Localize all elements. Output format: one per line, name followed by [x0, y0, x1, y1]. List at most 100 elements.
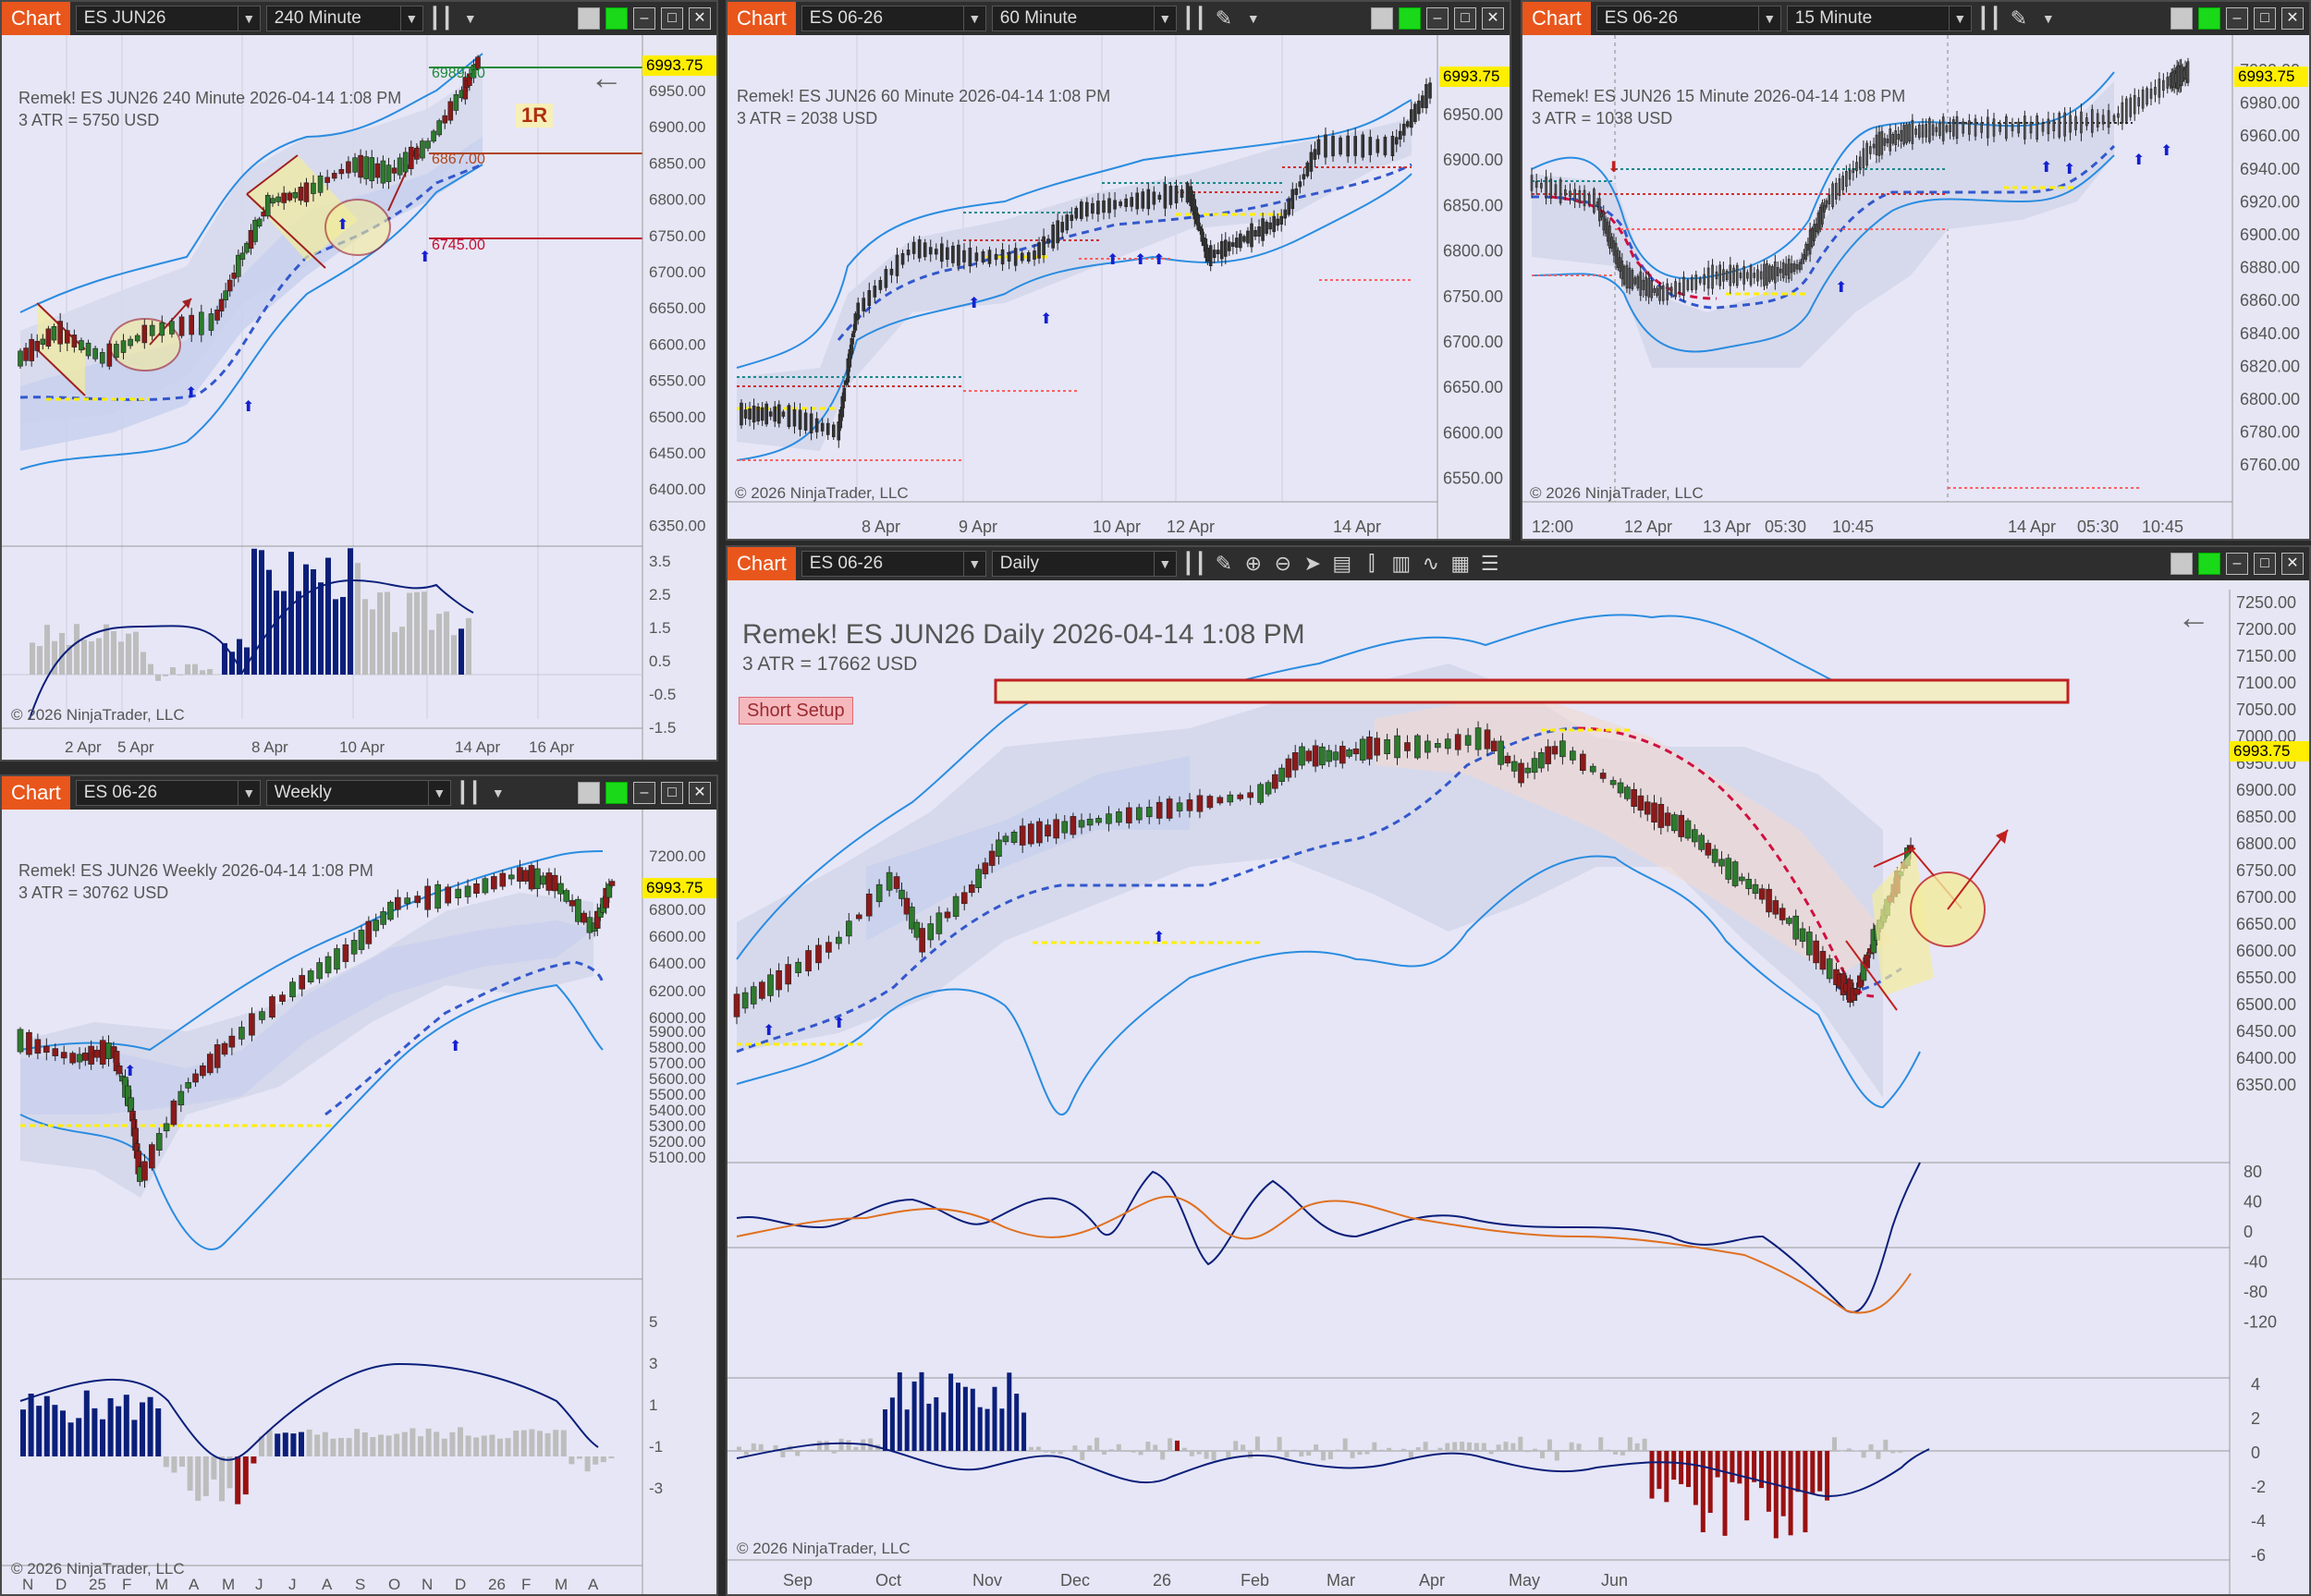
close-icon[interactable]: ✕: [1482, 7, 1504, 30]
data-box-icon[interactable]: ▤: [1332, 552, 1352, 575]
chart-canvas-240[interactable]: ⬆ ⬆ ⬆ ⬆ 6989.00 6867.00 6745.00 6950.00 6900…: [2, 35, 716, 761]
chart-menu-tab[interactable]: Chart: [728, 2, 796, 35]
zoom-out-icon[interactable]: ⊖: [1274, 552, 1292, 575]
chevron-down-icon[interactable]: ▼: [237, 781, 260, 805]
maximize-button[interactable]: □: [661, 782, 683, 804]
chart-plot-area[interactable]: ⬇ ⬆⬆⬆⬆⬆ 7000.006980.006960.006940.006920…: [1522, 35, 2309, 539]
close-icon[interactable]: ✕: [2281, 7, 2304, 30]
candle-body: [1752, 883, 1759, 895]
histogram-bar: [831, 1451, 837, 1454]
minimize-button[interactable]: –: [633, 7, 655, 30]
drawings-icon[interactable]: ∿: [1422, 552, 1440, 575]
pointer-icon[interactable]: ➤: [1303, 552, 1322, 575]
link-color-button[interactable]: [605, 782, 628, 804]
chevron-down-icon[interactable]: ▼: [962, 552, 985, 576]
link-color-button[interactable]: [2198, 553, 2220, 575]
maximize-button[interactable]: □: [1454, 7, 1476, 30]
candle-body: [733, 993, 740, 1017]
chevron-down-icon[interactable]: ▼: [237, 6, 260, 30]
minimize-button[interactable]: –: [2226, 7, 2248, 30]
maximize-button[interactable]: □: [661, 7, 683, 30]
link-button[interactable]: [578, 782, 600, 804]
zoom-in-icon[interactable]: ⊕: [1244, 552, 1263, 575]
chevron-down-icon[interactable]: ▼: [427, 781, 450, 805]
chevron-down-icon[interactable]: ▼: [1246, 11, 1260, 26]
chevron-down-icon[interactable]: ▼: [1948, 6, 1971, 30]
draw-tool-icon[interactable]: ✎: [1215, 552, 1233, 575]
link-button[interactable]: [2170, 7, 2193, 30]
bar-style-icon[interactable]: ┃┃: [1181, 552, 1207, 575]
candle-body: [1346, 749, 1352, 757]
indicators-icon[interactable]: ▥: [1391, 552, 1412, 575]
bar-style-icon[interactable]: ┃┃: [1976, 6, 2002, 30]
close-icon[interactable]: ✕: [2281, 553, 2304, 575]
chart-canvas-daily[interactable]: ⬆ ⬆⬆ 7250.007200.007150.007100.007050.007…: [728, 590, 2309, 1594]
period-selector[interactable]: Daily ▼: [991, 551, 1177, 577]
price-tick: 6900.00: [1443, 151, 1503, 169]
draw-tool-icon[interactable]: ✎: [2010, 6, 2028, 30]
chart-plot-area[interactable]: ⬆ ⬆ ⬆ ⬆ 6989.00 6867.00 6745.00 6950.00 6900…: [2, 35, 716, 760]
minimize-button[interactable]: –: [2226, 553, 2248, 575]
draw-tool-icon[interactable]: ✎: [1215, 6, 1233, 30]
instrument-selector[interactable]: ES 06-26 ▼: [75, 780, 261, 806]
instrument-selector[interactable]: ES JUN26 ▼: [75, 6, 261, 31]
histogram-bar: [192, 664, 198, 675]
link-color-button[interactable]: [1399, 7, 1421, 30]
chart-menu-tab[interactable]: Chart: [728, 547, 796, 580]
candle-body: [1703, 274, 1706, 286]
candle-body: [1020, 252, 1024, 262]
instrument-selector[interactable]: ES 06-26 ▼: [1596, 6, 1781, 31]
chevron-down-icon[interactable]: ▼: [1153, 552, 1176, 576]
maximize-button[interactable]: □: [2254, 7, 2276, 30]
link-color-button[interactable]: [2198, 7, 2220, 30]
link-button[interactable]: [1371, 7, 1393, 30]
candle-body: [1146, 189, 1151, 210]
histogram-bar: [1400, 1448, 1406, 1451]
candle-body: [1390, 135, 1395, 157]
chevron-down-icon[interactable]: ▼: [1153, 6, 1176, 30]
chart-menu-tab[interactable]: Chart: [1522, 2, 1591, 35]
bar-style-icon[interactable]: ┃┃: [456, 781, 482, 804]
bar-style-icon[interactable]: ┃┃: [1181, 6, 1207, 30]
chart-canvas-weekly[interactable]: ⬆ ⬆ 7200.00 6800.00 6600.00 6400.00 6200.00 60…: [2, 810, 716, 1596]
link-button[interactable]: [578, 7, 600, 30]
minimize-button[interactable]: –: [1426, 7, 1449, 30]
instrument-selector[interactable]: ES 06-26 ▼: [801, 6, 986, 31]
chevron-down-icon[interactable]: ▼: [2041, 11, 2055, 26]
properties-icon[interactable]: ▦: [1450, 552, 1471, 575]
chevron-down-icon[interactable]: ▼: [463, 11, 477, 26]
chevron-down-icon[interactable]: ▼: [491, 786, 505, 800]
chevron-down-icon[interactable]: ▼: [962, 6, 985, 30]
minimize-button[interactable]: –: [633, 782, 655, 804]
candle-body: [342, 944, 349, 962]
period-selector[interactable]: 15 Minute ▼: [1786, 6, 1972, 31]
arrow-left-icon[interactable]: ←: [2177, 598, 2210, 636]
arrow-left-icon[interactable]: ←: [590, 58, 623, 96]
close-icon[interactable]: ✕: [689, 7, 711, 30]
close-icon[interactable]: ✕: [689, 782, 711, 804]
histogram-bar: [322, 1432, 328, 1456]
period-selector[interactable]: 240 Minute ▼: [265, 6, 423, 31]
strategies-icon[interactable]: ⫿: [1368, 552, 1376, 575]
link-color-button[interactable]: [605, 7, 628, 30]
chart-menu-tab[interactable]: Chart: [2, 2, 70, 35]
chart-plot-area[interactable]: ⬆ ⬆ ⬆ 7250.00 7200.00 7150.00 7100.00 7050.00 7…: [728, 590, 2309, 1594]
chart-plot-area[interactable]: ⬆ ⬆ 7200.00 6800.00 6600.00 6400.00 6200.00 60…: [2, 810, 716, 1594]
instrument-selector[interactable]: ES 06-26 ▼: [801, 551, 986, 577]
chart-menu-tab[interactable]: Chart: [2, 776, 70, 810]
templates-icon[interactable]: ☰: [1480, 552, 1499, 575]
period-selector[interactable]: 60 Minute ▼: [991, 6, 1177, 31]
candle-body: [528, 865, 535, 890]
link-button[interactable]: [2170, 553, 2193, 575]
chevron-down-icon[interactable]: ▼: [1757, 6, 1780, 30]
candle-body: [1294, 188, 1299, 195]
bar-style-icon[interactable]: ┃┃: [428, 6, 454, 30]
chart-canvas-15[interactable]: ⬇ ⬆⬆⬆⬆⬆ 7000.006980.006960.006940.006920…: [1522, 35, 2309, 539]
maximize-button[interactable]: □: [2254, 553, 2276, 575]
candle-body: [1949, 124, 1951, 132]
chevron-down-icon[interactable]: ▼: [399, 6, 422, 30]
chart-canvas-60[interactable]: ⬆ ⬆ ⬆ ⬆ ⬆ 6950.00 6900.00 6850.00 6800.00 6750.0…: [728, 35, 1510, 539]
candle-body: [1298, 181, 1302, 188]
chart-plot-area[interactable]: ⬆ ⬆ ⬆ ⬆ ⬆ 6950.00 6900.00 6850.00 6800.00 6750.0…: [728, 35, 1510, 539]
period-selector[interactable]: Weekly ▼: [265, 780, 451, 806]
